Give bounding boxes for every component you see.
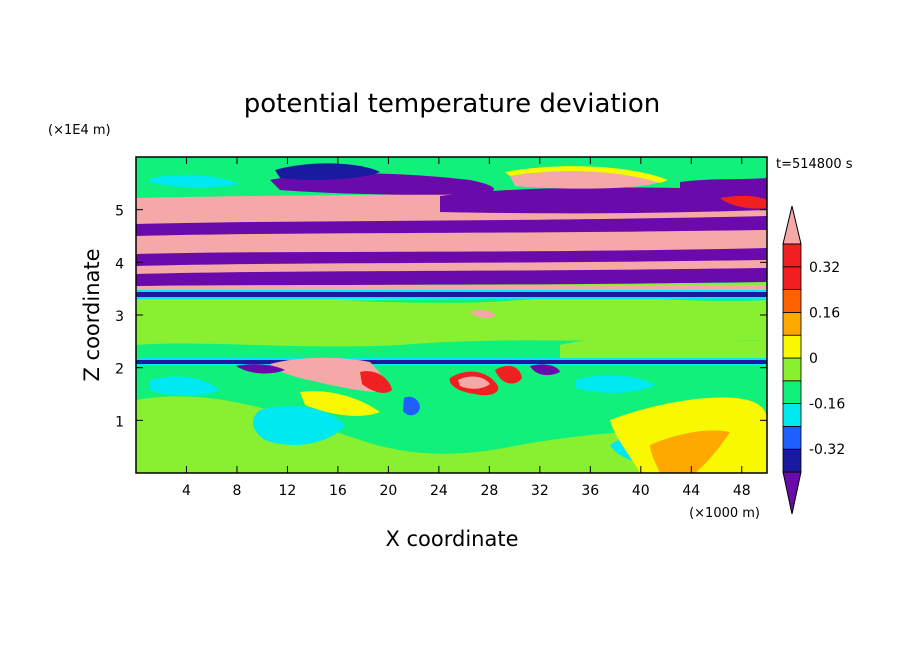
field-region bbox=[136, 228, 767, 254]
y-tick-label: 1 bbox=[115, 414, 124, 430]
x-tick-label: 8 bbox=[232, 483, 241, 499]
field-band bbox=[136, 360, 767, 364]
colorbar-label: 0.16 bbox=[809, 305, 840, 321]
field-region bbox=[275, 163, 380, 180]
field-region bbox=[403, 396, 420, 416]
field-region bbox=[650, 430, 730, 473]
field-region bbox=[495, 365, 522, 384]
x-axis-label: X coordinate bbox=[385, 527, 518, 551]
colorbar-label: -0.16 bbox=[809, 397, 845, 413]
colorbar-label: 0 bbox=[809, 351, 818, 367]
x-tick-label: 44 bbox=[682, 483, 700, 499]
x-tick-label: 12 bbox=[279, 483, 297, 499]
x-tick-label: 28 bbox=[480, 483, 498, 499]
colorbar-segment bbox=[782, 266, 802, 290]
colorbar-segment bbox=[782, 425, 802, 450]
field-region bbox=[680, 178, 767, 192]
field-region bbox=[136, 214, 767, 236]
field-region bbox=[440, 187, 767, 214]
field-band bbox=[136, 292, 767, 297]
field-region bbox=[300, 391, 380, 416]
chart-title: potential temperature deviation bbox=[244, 89, 660, 119]
field-region bbox=[458, 376, 490, 389]
colorbar-segment bbox=[782, 311, 802, 336]
x-tick-label: 24 bbox=[430, 483, 448, 499]
y-axis-label: Z coordinate bbox=[80, 248, 104, 381]
field-region bbox=[510, 171, 660, 189]
field-region bbox=[253, 405, 345, 445]
colorbar-label: 0.32 bbox=[809, 260, 840, 276]
colorbar-extend-low bbox=[782, 471, 802, 515]
colorbar-segment bbox=[782, 334, 802, 359]
colorbar-segment bbox=[782, 380, 802, 404]
y-tick-label: 3 bbox=[115, 309, 124, 325]
x-tick-label: 48 bbox=[733, 483, 751, 499]
field-region bbox=[136, 297, 767, 347]
colorbar-segment bbox=[782, 448, 802, 473]
y-axis: 1 2 3 4 5 bbox=[115, 204, 767, 430]
contour-field bbox=[136, 157, 767, 473]
field-region bbox=[360, 371, 392, 393]
x-axis: 4 8 12 16 20 24 28 32 36 40 44 48 bbox=[182, 157, 751, 499]
field-region bbox=[150, 376, 220, 396]
field-region bbox=[470, 309, 496, 319]
x-tick-label: 40 bbox=[632, 483, 650, 499]
x-tick-label: 32 bbox=[531, 483, 549, 499]
field-region bbox=[575, 375, 655, 393]
y-tick-label: 5 bbox=[115, 204, 124, 220]
colorbar-segment bbox=[782, 289, 802, 313]
x-tick-label: 20 bbox=[379, 483, 397, 499]
y-unit-label: (×1E4 m) bbox=[48, 123, 111, 138]
time-label: t=514800 s bbox=[776, 157, 853, 172]
field-region bbox=[560, 338, 767, 362]
x-tick-label: 36 bbox=[581, 483, 599, 499]
x-unit-label: (×1000 m) bbox=[689, 506, 760, 521]
colorbar-segment bbox=[782, 357, 802, 382]
colorbar-segment bbox=[782, 403, 802, 427]
field-region bbox=[136, 396, 767, 473]
field-region bbox=[530, 364, 560, 376]
colorbar-extend-high bbox=[782, 205, 802, 245]
y-tick-label: 4 bbox=[115, 256, 124, 272]
y-tick-label: 2 bbox=[115, 362, 124, 378]
field-region bbox=[236, 364, 285, 374]
field-region bbox=[270, 357, 385, 392]
colorbar-label: -0.32 bbox=[809, 442, 845, 458]
x-tick-label: 4 bbox=[182, 483, 191, 499]
field-band bbox=[136, 285, 767, 290]
colorbar-segment bbox=[782, 243, 802, 268]
x-tick-label: 16 bbox=[329, 483, 347, 499]
field-region bbox=[505, 166, 668, 183]
field-region bbox=[720, 195, 767, 209]
field-region bbox=[150, 175, 240, 188]
colorbar: -0.32 -0.16 0 0.16 0.32 bbox=[782, 205, 845, 515]
